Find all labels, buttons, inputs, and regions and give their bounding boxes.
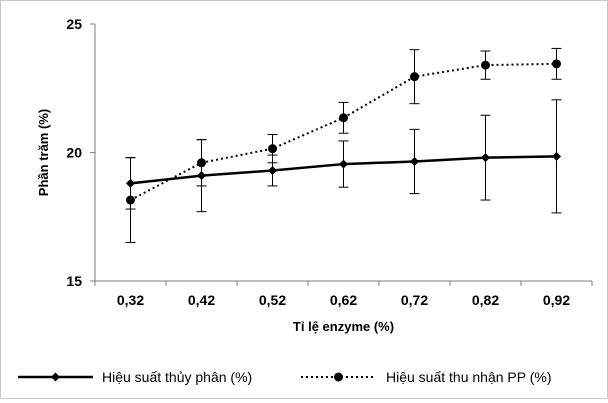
legend-label-2: Hiệu suất thu nhận PP (%) <box>386 369 552 385</box>
axes <box>90 23 593 286</box>
x-tick-label: 0,32 <box>117 292 144 308</box>
series-2-point <box>339 113 348 123</box>
series-2-point <box>410 72 419 82</box>
legend: Hiệu suất thủy phân (%) Hiệu suất thu nhậ… <box>18 369 552 385</box>
y-tick-label: 20 <box>66 145 82 161</box>
x-tick-label: 0,42 <box>188 292 215 308</box>
y-tick-label: 25 <box>66 16 82 32</box>
series-2-point <box>126 195 135 205</box>
error-bars <box>125 47 562 243</box>
series-1-point <box>268 165 277 175</box>
series-markers <box>126 59 561 205</box>
series-2-point <box>197 158 206 168</box>
tick-labels: 15 20 25 0,32 0,42 0,52 0,62 0,72 0,82 0,92 <box>66 16 570 308</box>
legend-marker-2 <box>334 372 343 382</box>
legend-marker-1 <box>51 372 60 382</box>
legend-label-1: Hiệu suất thủy phân (%) <box>102 369 252 385</box>
y-tick-label: 15 <box>66 273 82 289</box>
y-axis-title: Phần trăm (%) <box>36 109 51 196</box>
series-1-point <box>339 159 348 169</box>
series-2-point <box>481 60 490 70</box>
x-tick-label: 0,82 <box>472 292 499 308</box>
series-1-point <box>410 156 419 166</box>
series-2-point <box>268 144 277 154</box>
x-tick-label: 0,72 <box>401 292 428 308</box>
x-axis-title: Tỉ lệ enzyme (%) <box>293 319 394 334</box>
series-1-point <box>126 178 135 188</box>
series-1-point <box>197 171 206 181</box>
series-1-point <box>552 151 561 161</box>
series-2-point <box>552 59 561 69</box>
x-tick-label: 0,52 <box>259 292 286 308</box>
x-tick-label: 0,92 <box>543 292 570 308</box>
x-tick-label: 0,62 <box>330 292 357 308</box>
series-1-point <box>481 153 490 163</box>
